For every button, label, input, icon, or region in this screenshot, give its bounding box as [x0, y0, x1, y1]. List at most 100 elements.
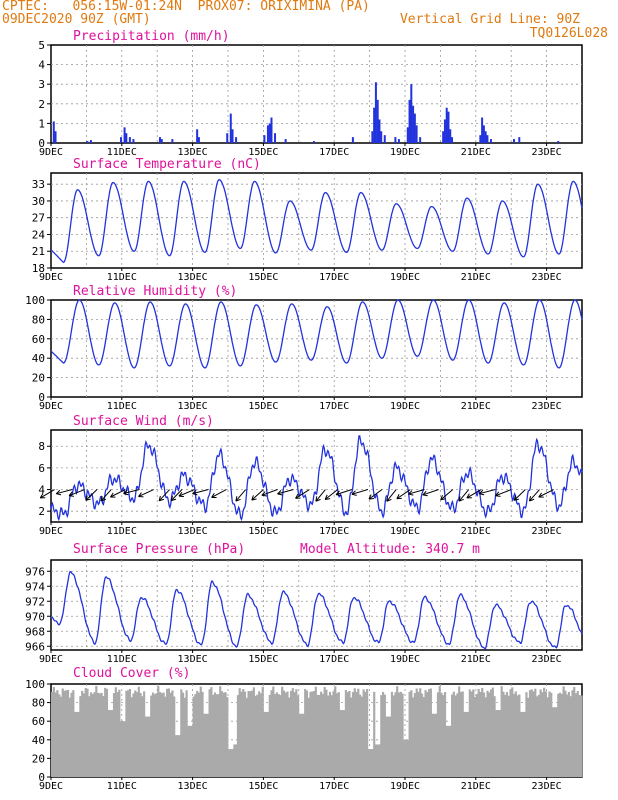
cloud-bar: [351, 692, 355, 777]
x-tick-label: 23DEC: [532, 401, 562, 412]
cloud-bar: [328, 691, 332, 777]
cloud-bar: [148, 716, 151, 777]
precip-bar: [263, 135, 266, 143]
cloud-bar: [98, 693, 101, 777]
y-tick-label: 970: [25, 610, 45, 623]
x-tick-label: 23DEC: [532, 654, 562, 665]
cloud-bar: [528, 690, 532, 777]
cloud-bar: [335, 693, 339, 777]
x-tick-label: 19DEC: [390, 147, 420, 158]
cloud-bar: [493, 696, 496, 777]
wind-arrow-head: [192, 489, 198, 496]
y-tick-label: 976: [25, 565, 45, 578]
cloud-bar: [240, 691, 243, 777]
cloud-bar: [495, 710, 498, 777]
cloud-bar: [346, 692, 349, 777]
precip-bar: [376, 99, 379, 143]
cloud-bar: [268, 694, 271, 777]
cloud-bar: [475, 694, 478, 777]
cloud-bar: [97, 692, 100, 777]
wind-arrow: [324, 489, 339, 500]
wind-arrow: [295, 489, 310, 499]
precip-bar: [415, 125, 418, 143]
cloud-bar: [284, 692, 287, 777]
cloud-bar: [378, 744, 381, 777]
x-tick-label: 13DEC: [178, 654, 208, 665]
cloud-bar: [275, 692, 278, 777]
wind-arrow: [538, 489, 554, 498]
cloud-bar: [176, 735, 179, 777]
cloud-bar: [385, 716, 388, 777]
cloud-bar: [81, 690, 84, 777]
x-tick-label: 13DEC: [178, 147, 208, 158]
cloud-bar: [277, 694, 280, 777]
precip-bar: [419, 137, 422, 143]
cloud-bar: [249, 691, 252, 777]
wind-arrow-head: [538, 492, 544, 498]
precip-bar: [449, 129, 452, 143]
cloud-bar: [491, 687, 494, 777]
cloud-bar: [454, 695, 457, 777]
wind-arrow-head: [85, 495, 91, 501]
precip-bar: [413, 113, 416, 143]
cloud-bar: [465, 711, 468, 777]
cloud-bar: [390, 691, 394, 777]
precip-bar: [171, 139, 174, 143]
cloud-bar: [196, 690, 199, 777]
cloud-bar: [576, 691, 579, 777]
precip-bar: [489, 139, 492, 143]
cloud-bar: [341, 710, 344, 777]
y-tick-label: 1: [38, 117, 45, 130]
x-tick-label: 19DEC: [390, 654, 420, 665]
cloud-bar: [525, 692, 528, 777]
wind-arrow-head: [55, 489, 62, 496]
x-tick-label: 13DEC: [178, 272, 208, 283]
precip-bar: [378, 119, 381, 143]
wind-arrow-head: [408, 490, 414, 496]
header-date-line: 09DEC2020 90Z (GMT): [2, 12, 151, 27]
wind-arrow: [56, 489, 73, 495]
cloud-bar: [297, 695, 300, 777]
cloud-bar: [548, 691, 551, 777]
cloud-bar: [566, 694, 569, 777]
precip-bar: [410, 84, 413, 143]
cloud-bar: [408, 691, 411, 777]
precip-bar: [479, 135, 482, 143]
cloud-bar: [247, 691, 250, 777]
wind-arrow-head: [351, 490, 357, 496]
cloud-bar: [397, 692, 401, 777]
cloud-bar: [472, 689, 475, 777]
cloud-bar: [557, 693, 560, 777]
cloud-bar: [137, 686, 140, 777]
cloud-bar: [424, 690, 427, 777]
cloud-bar: [134, 690, 137, 777]
cloud-bar: [102, 696, 105, 777]
x-tick-label: 19DEC: [390, 781, 420, 792]
precip-bar: [274, 133, 277, 143]
cloud-bar: [534, 688, 537, 777]
cloud-bar: [523, 711, 526, 777]
y-tick-label: 6: [38, 462, 45, 475]
cloud-bar: [128, 689, 132, 777]
cloud-bar: [199, 686, 202, 777]
cloud-bar: [180, 689, 183, 777]
precip-bar: [158, 137, 161, 143]
panel-5: 966 968 970 972 974 976 9DEC 11DEC 13DEC 15DEC 17D…: [25, 542, 583, 665]
cloud-bar: [309, 691, 312, 777]
wind-arrow-head: [39, 493, 46, 499]
cloud-bar: [511, 687, 514, 777]
cloud-bar: [226, 697, 229, 777]
cloud-bar: [222, 692, 225, 777]
cloud-bar: [258, 691, 261, 777]
precip-bar: [443, 119, 446, 143]
cloud-bar: [281, 686, 284, 777]
cloud-bar: [54, 692, 57, 777]
cloud-bar: [194, 694, 197, 777]
cloud-bar: [580, 695, 583, 777]
cloud-bar: [327, 695, 330, 777]
cloud-bar: [564, 690, 567, 777]
cloud-bar: [498, 710, 501, 777]
wind-arrow: [68, 489, 85, 497]
cloud-bar: [312, 691, 316, 777]
cloud-bar: [228, 749, 231, 777]
